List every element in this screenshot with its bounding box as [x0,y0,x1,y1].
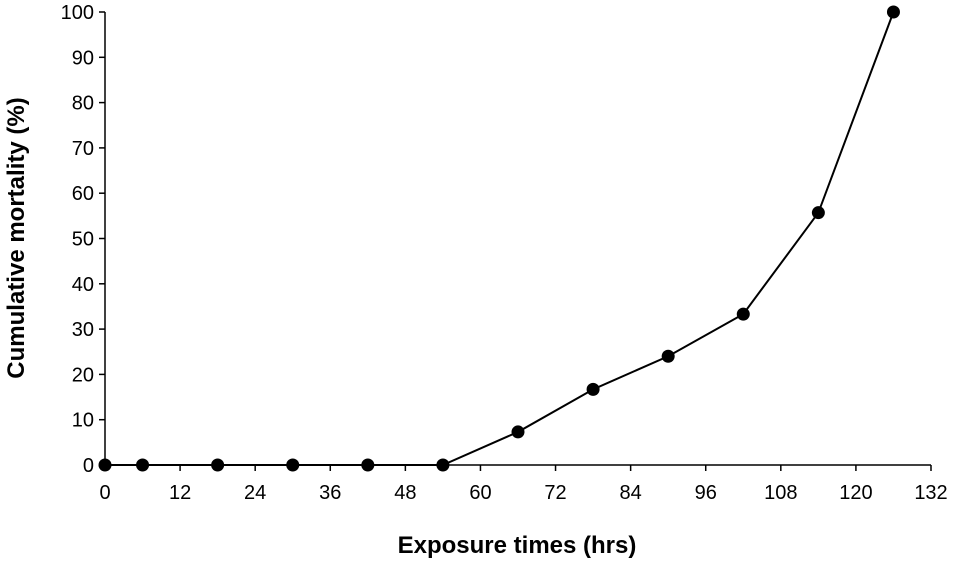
y-tick-label: 100 [61,2,94,24]
data-point [661,349,675,363]
x-tick-label: 84 [620,482,642,504]
data-point [511,425,525,439]
y-tick-label: 0 [83,455,94,477]
y-axis-ticks: 0 10 20 30 40 50 60 70 80 90 100 [61,2,105,477]
x-tick-label: 108 [764,482,797,504]
series-line [105,11,895,466]
y-tick-label: 30 [72,319,94,341]
x-tick-label: 132 [914,482,947,504]
y-tick-label: 50 [72,229,94,251]
series-layer [98,5,900,472]
x-tick-label: 120 [839,482,872,504]
y-tick-label: 40 [72,274,94,296]
y-tick-label: 20 [72,364,94,386]
y-axis-title: Cumulative mortality (%) [3,97,30,378]
data-point [886,5,900,19]
data-point [586,382,600,396]
x-tick-label: 24 [244,482,266,504]
x-tick-label: 96 [695,482,717,504]
x-tick-label: 0 [99,482,110,504]
data-point [286,458,300,472]
data-point [736,307,750,321]
data-point [98,458,112,472]
x-axis-ticks: 0 12 24 36 48 60 72 84 96 108 120 132 [99,465,948,504]
x-tick-label: 72 [544,482,566,504]
y-tick-label: 80 [72,93,94,115]
x-tick-label: 60 [469,482,491,504]
y-tick-label: 60 [72,183,94,205]
data-point [361,458,375,472]
x-tick-label: 12 [169,482,191,504]
data-point [136,458,150,472]
y-tick-label: 10 [72,410,94,432]
x-axis-title: Exposure times (hrs) [398,532,637,559]
data-point [436,458,450,472]
x-tick-label: 48 [394,482,416,504]
y-tick-label: 70 [72,138,94,160]
y-tick-label: 90 [72,47,94,69]
data-point [211,458,225,472]
data-point [811,206,825,220]
x-tick-label: 36 [319,482,341,504]
